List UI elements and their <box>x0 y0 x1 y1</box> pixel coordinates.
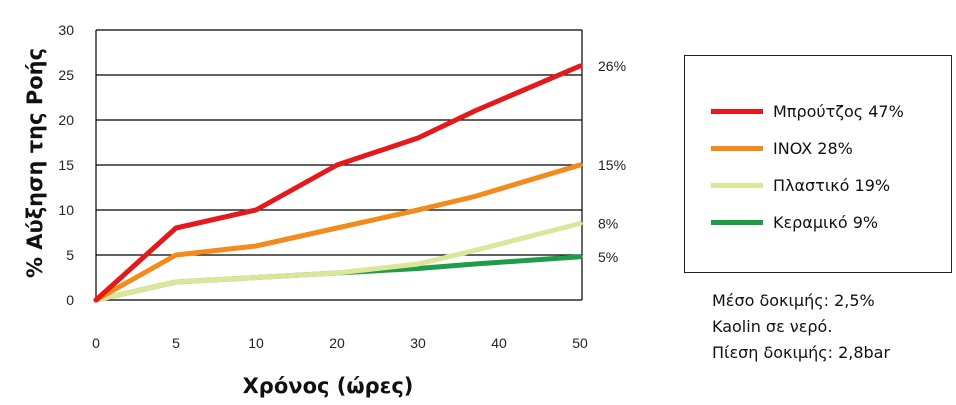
legend-swatch-inox <box>711 145 763 151</box>
legend-label-brass: Μπρούτζος 47% <box>773 101 904 121</box>
legend-label-ceramic: Κεραμικό 9% <box>773 212 879 232</box>
tick-labels: 0 5 10 15 20 25 30 0 5 10 20 30 40 50 <box>58 22 588 351</box>
legend-swatch-ceramic <box>711 219 763 225</box>
x-tick-label: 20 <box>329 335 345 351</box>
legend-swatch-brass <box>711 108 763 114</box>
x-tick-label: 0 <box>92 335 100 351</box>
y-tick-label: 30 <box>58 22 74 38</box>
x-tick-label: 30 <box>410 335 426 351</box>
legend-item-plastic: Πλαστικό 19% <box>711 174 890 196</box>
legend-label-inox: INOX 28% <box>773 138 853 158</box>
series-line-3 <box>93 254 583 303</box>
series-line-0 <box>93 63 583 303</box>
series-end-label-0: 26% <box>598 58 626 74</box>
legend-item-inox: INOX 28% <box>711 137 853 159</box>
series-end-label-2: 8% <box>598 216 618 232</box>
note-test-pressure: Πίεση δοκιμής: 2,8bar <box>712 343 891 362</box>
end-labels: 26% 15% 8% 5% <box>598 58 626 265</box>
legend-swatch-plastic <box>711 182 763 188</box>
series-line-1 <box>93 162 583 303</box>
flow-increase-chart: 0 5 10 15 20 25 30 0 5 10 20 30 40 50 26% 15% 8% 5% % Αύ… <box>23 22 626 398</box>
series-line-2 <box>93 221 583 303</box>
y-tick-label: 0 <box>66 292 74 308</box>
series-end-label-3: 5% <box>598 249 618 265</box>
x-tick-label: 5 <box>172 335 180 351</box>
legend-label-plastic: Πλαστικό 19% <box>773 175 891 195</box>
note-kaolin: Kaolin σε νερό. <box>712 317 833 336</box>
y-axis-title: % Αύξηση της Ροής <box>23 48 47 278</box>
test-notes: Μέσο δοκιμής: 2,5% Kaolin σε νερό. Πίεση… <box>712 288 890 366</box>
y-tick-label: 5 <box>66 247 74 263</box>
legend-item-ceramic: Κεραμικό 9% <box>711 211 878 233</box>
y-tick-label: 10 <box>58 202 74 218</box>
x-tick-label: 10 <box>248 335 264 351</box>
x-tick-label: 40 <box>491 335 507 351</box>
legend: Μπρούτζος 47% INOX 28% Πλαστικό 19% Κερα… <box>684 55 952 273</box>
note-test-medium: Μέσο δοκιμής: 2,5% <box>712 291 875 310</box>
x-tick-label: 50 <box>572 335 588 351</box>
series-lines <box>93 63 583 303</box>
y-tick-label: 25 <box>58 67 74 83</box>
y-tick-label: 20 <box>58 112 74 128</box>
x-axis-title: Χρόνος (ώρες) <box>243 374 414 398</box>
y-tick-label: 15 <box>58 157 74 173</box>
legend-item-brass: Μπρούτζος 47% <box>711 100 904 122</box>
series-end-label-1: 15% <box>598 157 626 173</box>
